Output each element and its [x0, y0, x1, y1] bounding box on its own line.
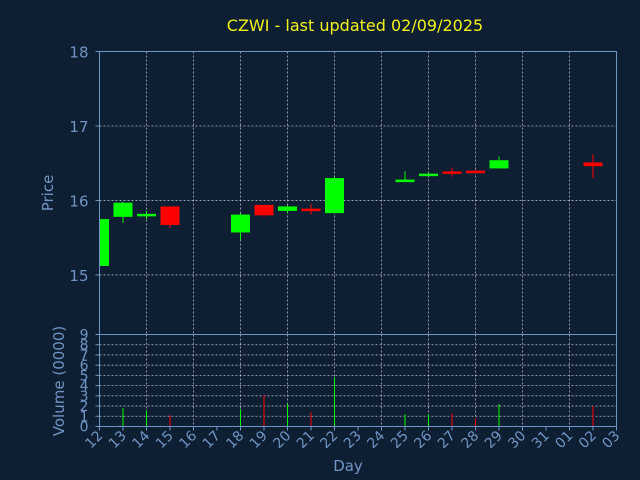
x-tick-label: 25 [388, 428, 412, 452]
candle-body [442, 171, 462, 174]
x-tick-label: 03 [599, 428, 623, 452]
candle-body [231, 214, 250, 233]
chart-title: CZWI - last updated 02/09/2025 [227, 16, 483, 35]
x-tick-label: 23 [341, 428, 365, 452]
x-tick-label: 31 [529, 428, 553, 452]
x-tick-label: 29 [482, 428, 506, 452]
x-tick-label: 26 [411, 428, 435, 452]
x-tick-label: 20 [270, 428, 294, 452]
x-tick-label: 02 [576, 428, 600, 452]
volume-tick-label: 9 [80, 328, 89, 344]
x-axis-label: Day [333, 457, 363, 475]
x-tick-label: 28 [458, 428, 482, 452]
volume-panel-frame [99, 334, 617, 427]
candle-body [278, 206, 297, 211]
volume-tick-label: 7 [80, 348, 89, 364]
candle-body [583, 162, 603, 167]
price-panel-frame [99, 51, 617, 335]
volume-tick-label: 8 [80, 338, 89, 354]
candle-body [113, 202, 133, 217]
x-tick-label: 27 [435, 428, 459, 452]
candle-body [466, 170, 485, 174]
volume-axis-label: Volume (0000) [50, 326, 68, 436]
candle-body [301, 208, 321, 212]
volume-tick-label: 4 [80, 379, 89, 395]
x-tick-label: 13 [106, 428, 130, 452]
candle-body [137, 213, 156, 217]
volume-tick-label: 2 [80, 399, 89, 415]
x-tick-label: 16 [176, 428, 200, 452]
candle-body [99, 219, 109, 266]
price-tick-label: 15 [69, 267, 88, 285]
price-tick-label: 17 [69, 118, 88, 136]
x-tick-label: 22 [317, 428, 341, 452]
candle-body [325, 178, 344, 214]
x-tick-label: 18 [223, 428, 247, 452]
volume-tick-label: 5 [80, 368, 89, 384]
price-axis-label: Price [39, 175, 57, 212]
candle-body [254, 204, 274, 216]
candle-body [395, 179, 415, 183]
x-tick-label: 15 [153, 428, 177, 452]
candle-body [489, 160, 509, 169]
price-tick-label: 18 [69, 44, 88, 62]
candle-body [160, 206, 180, 226]
x-tick-label: 24 [364, 428, 388, 452]
volume-tick-label: 1 [80, 409, 89, 425]
volume-tick-label: 3 [80, 389, 89, 405]
x-tick-label: 17 [200, 428, 224, 452]
price-tick-label: 16 [69, 192, 88, 210]
candle-body [419, 173, 438, 177]
x-tick-label: 01 [552, 428, 576, 452]
x-tick-label: 14 [129, 428, 153, 452]
x-tick-label: 19 [247, 428, 271, 452]
x-tick-label: 21 [294, 428, 318, 452]
volume-tick-label: 0 [80, 420, 89, 436]
volume-tick-label: 6 [80, 358, 89, 374]
x-tick-label: 30 [505, 428, 529, 452]
